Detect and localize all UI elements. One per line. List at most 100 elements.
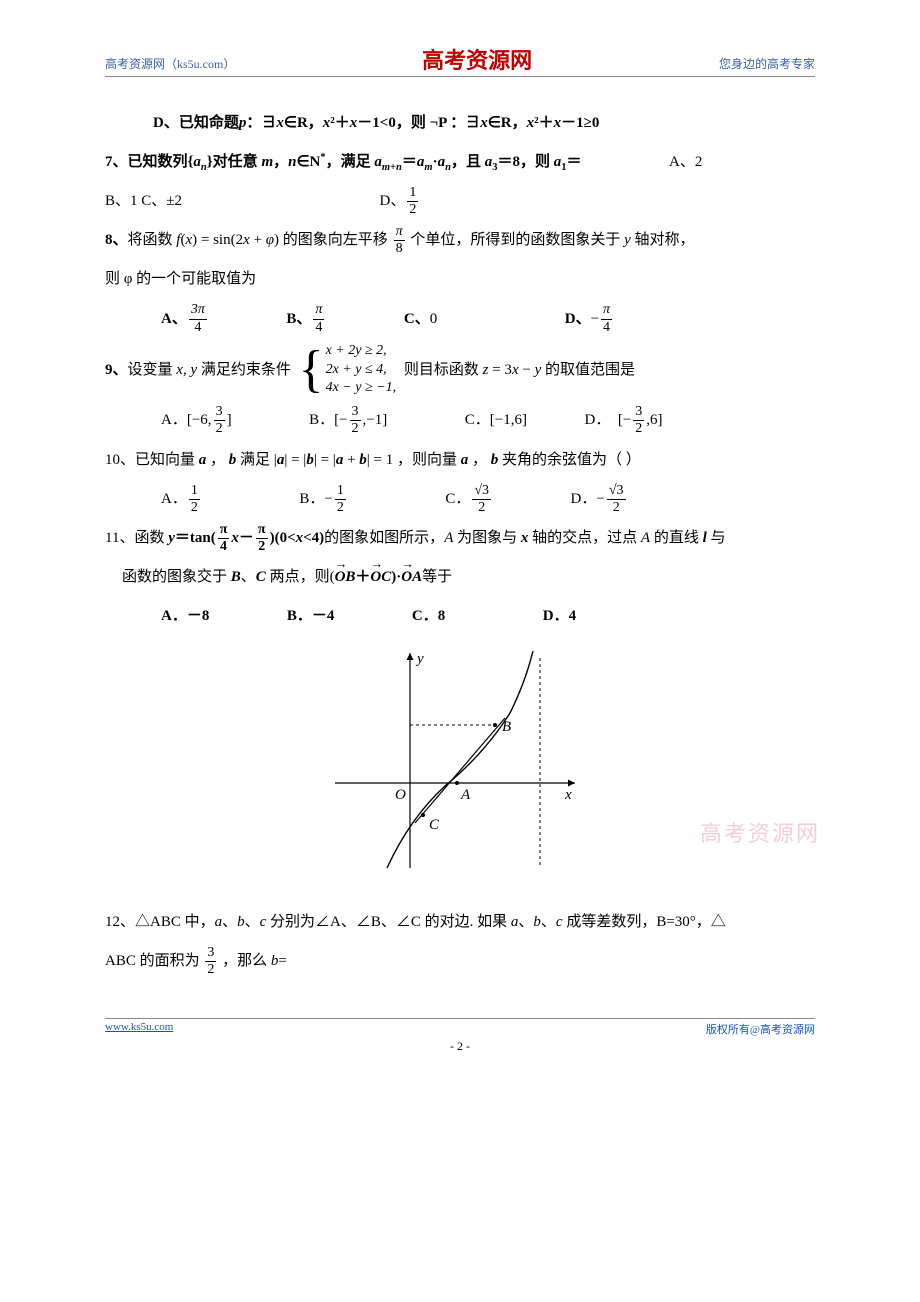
expr: x [323, 115, 331, 131]
den: 2 [407, 202, 418, 218]
text: ， [468, 452, 491, 468]
text: ＝ [566, 154, 581, 170]
den: 4 [218, 539, 230, 555]
vec-OA: OA [401, 561, 422, 594]
text: － [239, 530, 254, 546]
text: = [287, 452, 303, 468]
text: 7、已知数列{ [105, 154, 193, 170]
vec-OB: OB [335, 561, 356, 594]
content: D、已知命题p：∃x∈R，x²＋x－1<0，则 ¬P ：∃x∈R，x²＋x－1≥… [105, 107, 815, 978]
text: 与 [707, 530, 726, 546]
option-value: [−1,6] [490, 404, 527, 437]
num: 1 [335, 483, 346, 500]
text: ：∃ [246, 115, 276, 131]
text: ,−1] [363, 404, 388, 437]
text: ，则向量 [397, 452, 461, 468]
q8: 8、将函数 f(x) = sin(2x + φ) 的图象向左平移 π8 个单位，… [105, 224, 815, 257]
constraint-system: { x + 2y ≥ 2, 2x + y ≤ 4, 4x − y ≥ −1, [299, 342, 396, 399]
num: √3 [472, 483, 491, 500]
point-a [455, 781, 459, 785]
tan-curve [387, 651, 533, 868]
x-label: x [564, 787, 572, 803]
q8-line2: 则 φ 的一个可能取值为 [105, 263, 815, 296]
option-label: A、 [669, 154, 695, 170]
var-B: B [231, 569, 241, 585]
text: 轴的交点，过点 [528, 530, 641, 546]
var-phi: φ [266, 232, 274, 248]
text: [− [334, 404, 347, 437]
text: ] [227, 404, 232, 437]
option-label: B、 [286, 303, 311, 336]
text: 轴对称， [631, 232, 695, 248]
q7-options: B、1 C、±2 D、12 [105, 185, 815, 218]
text: ，那么 [218, 953, 271, 969]
text: ＝8，则 [497, 154, 553, 170]
text: 成等差数列，B=30°，△ [563, 914, 726, 930]
den: 4 [313, 320, 324, 336]
option-label: D、 [565, 303, 591, 336]
den: 2 [189, 500, 200, 516]
option-value: －8 [187, 600, 210, 633]
page-footer: www.ks5u.com 版权所有@高考资源网 [105, 1018, 815, 1037]
option-label: A． [161, 404, 187, 437]
option-label: B、 [105, 193, 130, 209]
text: 两点，则( [266, 569, 335, 585]
text: 满足约束条件 [197, 361, 295, 377]
text: 则目标函数 [404, 361, 483, 377]
option-label: D． [571, 483, 597, 516]
option-value: 4 [569, 600, 577, 633]
text: ，且 [451, 154, 485, 170]
q7: 7、已知数列{an}对任意 m，n∈N*，满足 am+n＝am·an，且 a3＝… [105, 146, 815, 179]
var-y: y [624, 232, 631, 248]
text: + [250, 232, 266, 248]
text: + [343, 452, 359, 468]
option-value: 1 [130, 193, 138, 209]
var-xy: x, y [176, 361, 197, 377]
neg: − [324, 483, 332, 516]
var-A: A [444, 530, 453, 546]
den: 2 [214, 421, 225, 437]
text: 的取值范围是 [541, 361, 635, 377]
text: ∈N*，满足 [296, 154, 374, 170]
text: ∈R， [488, 115, 527, 131]
text: 的直线 [650, 530, 703, 546]
header-left: 高考资源网（ks5u.com） [105, 55, 235, 72]
text: [− [618, 404, 631, 437]
text: ＝ [402, 154, 417, 170]
footer-left: www.ks5u.com [105, 1021, 173, 1037]
header-center: 高考资源网 [422, 50, 532, 72]
text: 10、已知向量 [105, 452, 199, 468]
graph-svg: y x O A B C [315, 643, 605, 873]
den: 2 [633, 421, 644, 437]
text: 函数的图象交于 [122, 569, 231, 585]
option-label: B． [287, 600, 312, 633]
num: 3 [214, 404, 225, 421]
option-label: D． [543, 600, 569, 633]
num: 3 [633, 404, 644, 421]
den: 2 [335, 500, 346, 516]
var-m: m [261, 154, 273, 170]
var-y: y [168, 530, 175, 546]
den: 2 [350, 421, 361, 437]
constraint: x + 2y ≥ 2, [326, 343, 387, 358]
text: = [317, 452, 333, 468]
text: ， [206, 452, 229, 468]
q12-line2: ABC 的面积为 32 ，那么 b= [105, 945, 815, 978]
c-label: C [429, 817, 440, 833]
text: ＋ [355, 569, 370, 585]
den: 2 [205, 962, 216, 978]
text: 夹角的余弦值为（ ） [498, 452, 641, 468]
q6-option-d: D、已知命题p：∃x∈R，x²＋x－1<0，则 ¬P ：∃x∈R，x²＋x－1≥… [105, 107, 815, 140]
den: 4 [601, 320, 612, 336]
vec-OC: OC [370, 561, 391, 594]
option-value: 2 [695, 154, 703, 170]
text: = [278, 953, 286, 969]
q9: 9、设变量 x, y 满足约束条件 { x + 2y ≥ 2, 2x + y ≤… [105, 342, 815, 399]
text: − [519, 361, 535, 377]
num: 3π [189, 302, 207, 319]
text: )· [391, 569, 401, 585]
q9-options: A．[−6,32] B．[−32,−1] C．[−1,6] D． [−32,6] [105, 404, 815, 437]
text: 设变量 [128, 361, 177, 377]
neg: − [591, 303, 599, 336]
header-right: 您身边的高考专家 [719, 55, 815, 72]
